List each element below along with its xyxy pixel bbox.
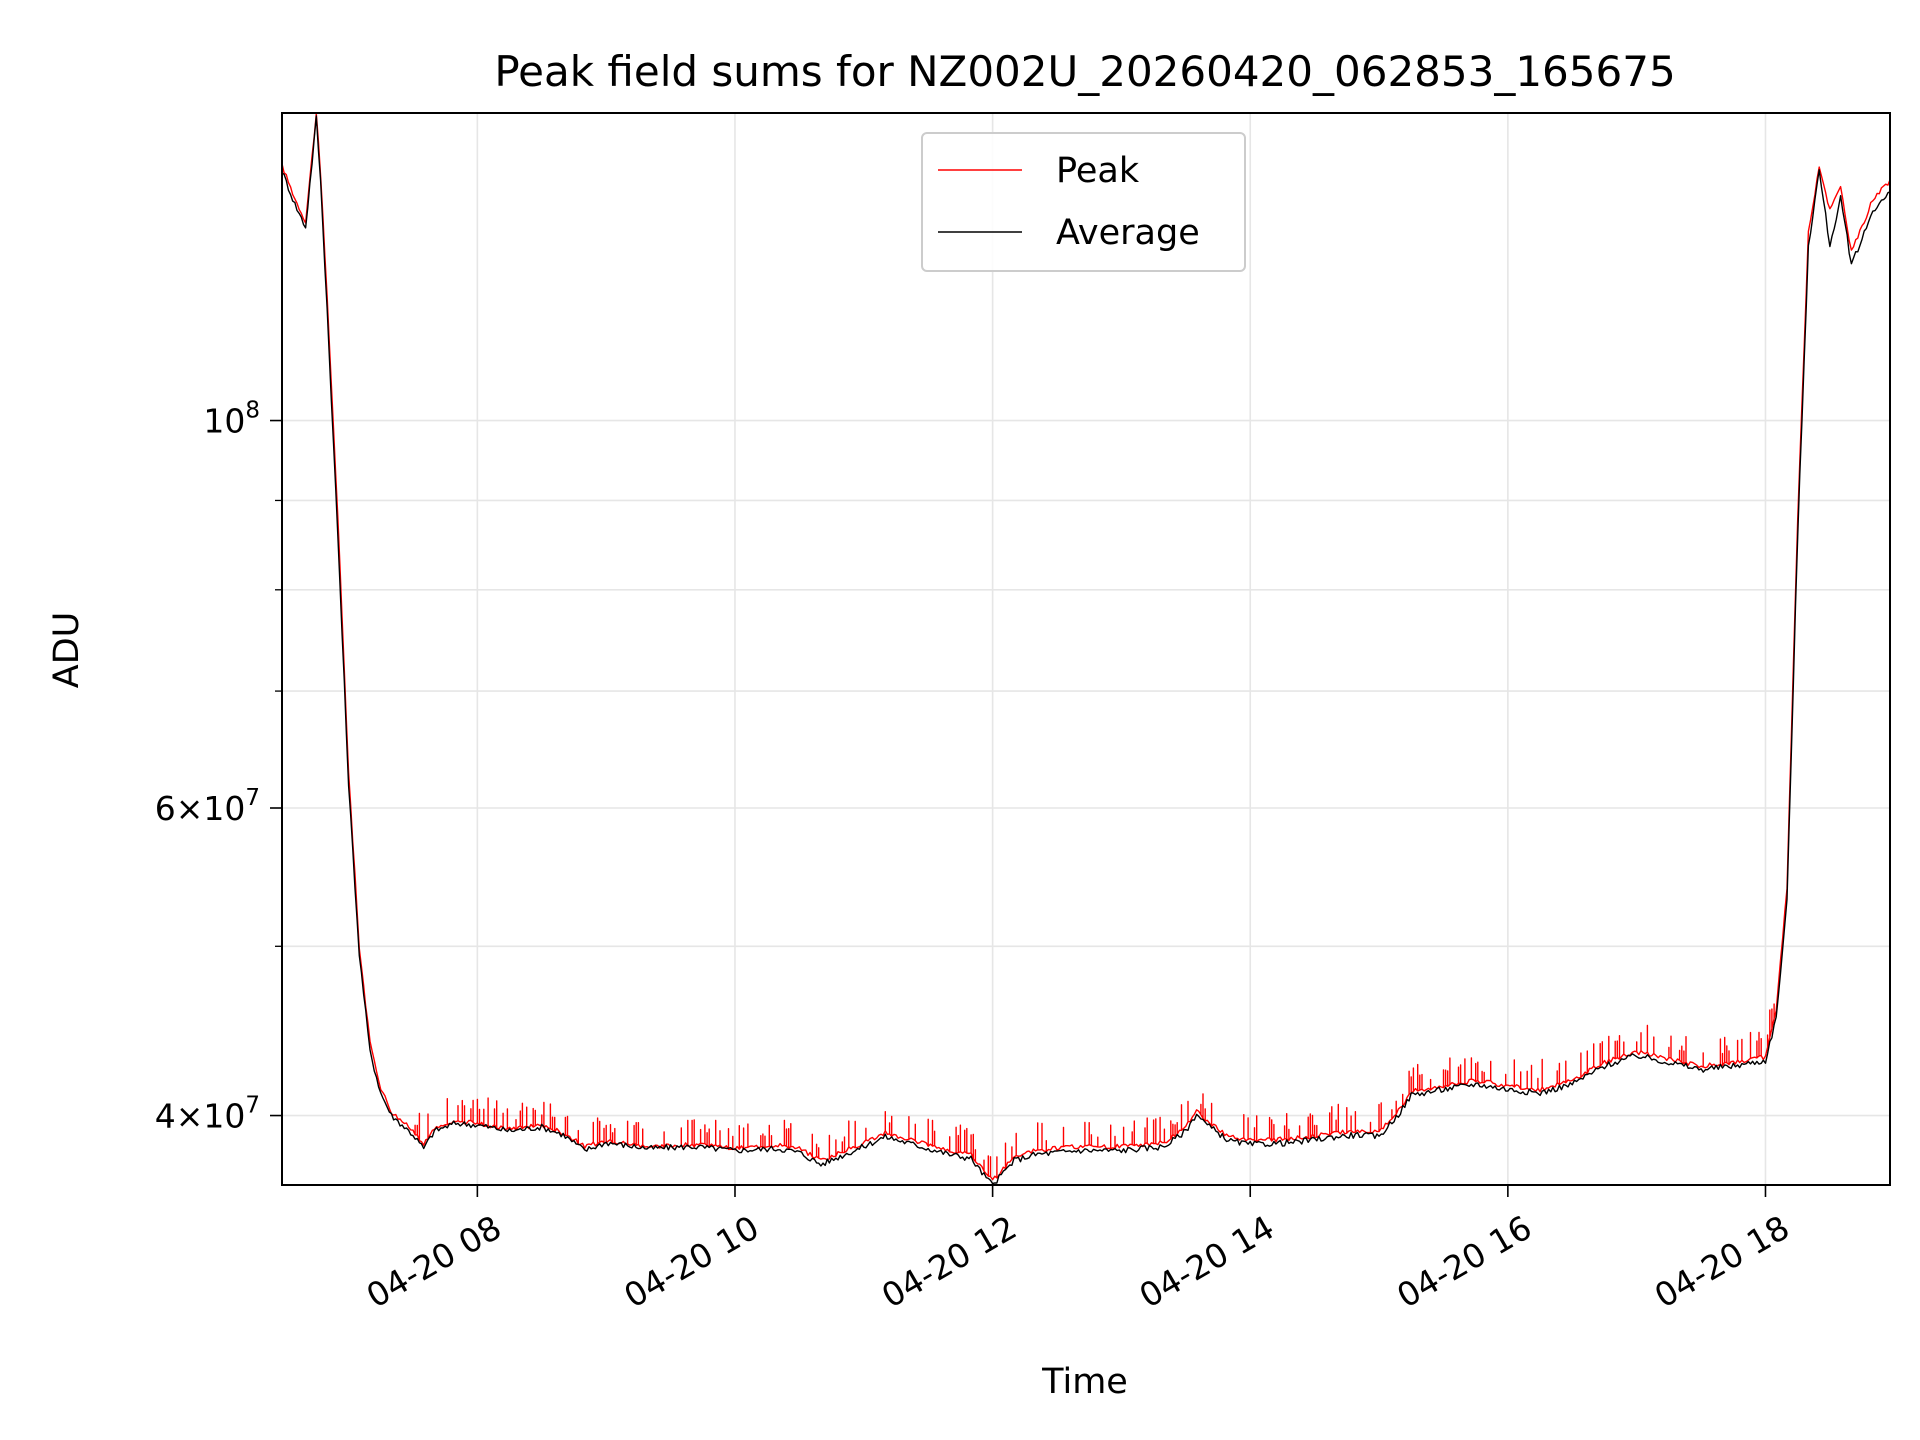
y-axis-label: ADU	[47, 612, 87, 689]
series-line-average	[282, 115, 1890, 1185]
series-lines	[282, 113, 1890, 1185]
legend-label-peak: Peak	[1056, 151, 1140, 191]
plot-frame	[281, 112, 1891, 1186]
plot-area	[281, 112, 1891, 1186]
grid	[282, 113, 1890, 1185]
legend-box	[921, 132, 1246, 272]
y-axis: 4×107 6×107 108	[155, 398, 282, 1136]
series-line-peak	[282, 113, 1890, 1181]
y-tick-label-1: 6×107	[155, 785, 260, 828]
y-tick-label-0: 4×107	[155, 1093, 260, 1136]
legend-label-average: Average	[1056, 213, 1200, 253]
legend: Peak Average	[921, 132, 1246, 272]
chart-title: Peak field sums for NZ002U_20260420_0628…	[494, 47, 1675, 96]
x-axis-label: Time	[1041, 1362, 1128, 1402]
y-tick-label-2: 108	[203, 398, 260, 441]
plot-background	[282, 113, 1890, 1185]
